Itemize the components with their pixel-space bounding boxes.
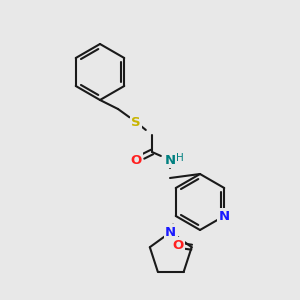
Text: N: N <box>219 209 230 223</box>
Text: N: N <box>165 226 176 238</box>
Text: O: O <box>130 154 142 166</box>
Text: S: S <box>131 116 141 128</box>
Text: N: N <box>164 154 175 166</box>
Text: H: H <box>176 153 184 163</box>
Text: O: O <box>172 239 183 252</box>
